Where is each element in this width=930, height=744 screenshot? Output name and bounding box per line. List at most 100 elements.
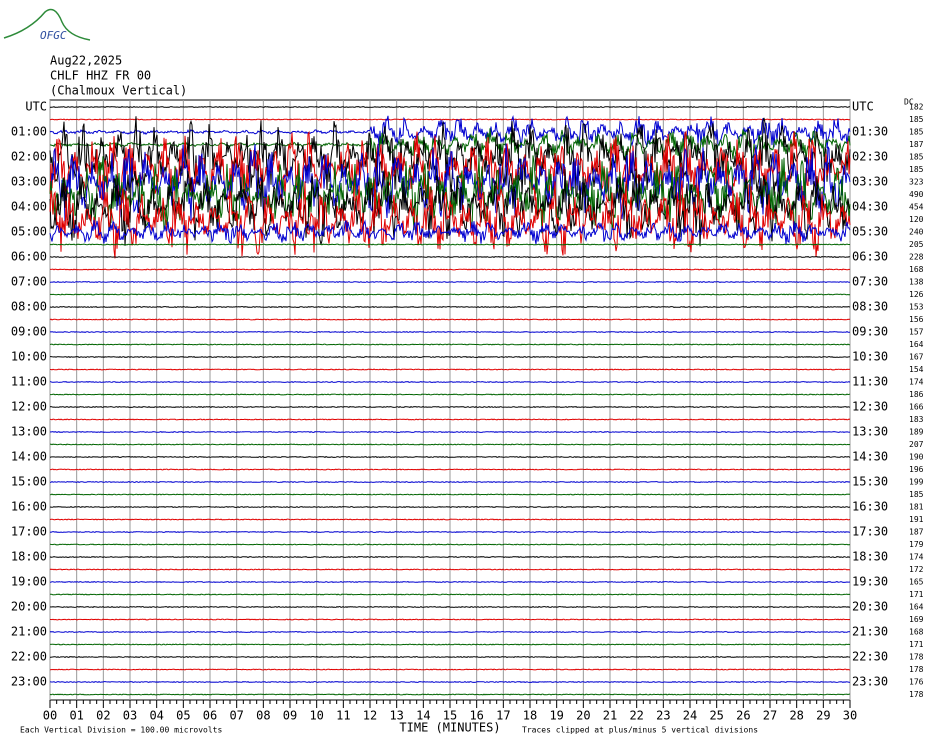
right-time-label: 04:30 (852, 200, 888, 214)
left-time-label: 13:00 (11, 425, 47, 439)
right-time-label: 10:30 (852, 350, 888, 364)
trace (49, 219, 851, 245)
dc-value: 185 (909, 165, 924, 174)
right-time-label: 22:30 (852, 650, 888, 664)
footer-right: Traces clipped at plus/minus 5 vertical … (522, 726, 758, 735)
right-time-label: 21:30 (852, 625, 888, 639)
trace (49, 130, 851, 211)
trace (50, 280, 850, 284)
x-tick-label: 06 (203, 709, 217, 723)
logo-text: OFGC (40, 29, 67, 42)
trace (49, 655, 851, 659)
trace (49, 680, 851, 684)
trace (49, 179, 851, 259)
trace (50, 268, 851, 271)
dc-value: 174 (909, 378, 924, 387)
footer-left: Each Vertical Division = 100.00 microvol… (20, 726, 222, 735)
right-time-label: 12:30 (852, 400, 888, 414)
dc-value: 196 (909, 465, 924, 474)
trace (49, 593, 851, 596)
left-time-label: 18:00 (11, 550, 47, 564)
dc-value: 164 (909, 603, 924, 612)
dc-value: 185 (909, 490, 924, 499)
left-time-label: 20:00 (11, 600, 47, 614)
dc-value: 178 (909, 653, 924, 662)
right-time-label: 01:30 (852, 125, 888, 139)
trace (50, 330, 850, 334)
logo: OFGC (3, 8, 91, 42)
dc-value: 490 (909, 190, 924, 199)
x-tick-label: 21 (603, 709, 617, 723)
left-time-label: 07:00 (11, 275, 47, 289)
right-time-label: 18:30 (852, 550, 888, 564)
x-tick-label: 24 (683, 709, 697, 723)
x-tick-label: 15 (443, 709, 457, 723)
x-tick-label: 01 (69, 709, 83, 723)
dc-value: 199 (909, 478, 924, 487)
trace (49, 318, 851, 321)
trace (49, 305, 851, 309)
right-time-label: 15:30 (852, 475, 888, 489)
trace (49, 115, 851, 149)
left-time-label: UTC (25, 100, 47, 114)
x-tick-label: 08 (256, 709, 270, 723)
trace (49, 668, 851, 671)
trace (49, 143, 851, 222)
left-time-label: 17:00 (11, 525, 47, 539)
dc-value: 171 (909, 640, 924, 649)
dc-value: 120 (909, 215, 924, 224)
trace (49, 443, 851, 446)
x-tick-label: 18 (523, 709, 537, 723)
trace (50, 618, 851, 621)
dc-value: 185 (909, 128, 924, 137)
trace (49, 293, 851, 296)
dc-value: 454 (909, 203, 924, 212)
dc-value: 172 (909, 565, 924, 574)
dc-value: 165 (909, 578, 924, 587)
dc-value: 166 (909, 403, 924, 412)
x-tick-label: 05 (176, 709, 190, 723)
trace (49, 430, 851, 434)
x-tick-label: 13 (389, 709, 403, 723)
dc-value: 157 (909, 328, 924, 337)
x-tick-label: 14 (416, 709, 430, 723)
x-tick-label: 03 (123, 709, 137, 723)
trace (49, 105, 851, 109)
trace (50, 368, 851, 371)
trace (49, 555, 851, 559)
left-time-label: 03:00 (11, 175, 47, 189)
dc-value: 181 (909, 503, 924, 512)
left-time-label: 22:00 (11, 650, 47, 664)
dc-value: 167 (909, 353, 924, 362)
left-time-label: 12:00 (11, 400, 47, 414)
x-tick-label: 07 (229, 709, 243, 723)
x-tick-label: 16 (469, 709, 483, 723)
trace (49, 493, 851, 496)
dc-value: 126 (909, 290, 924, 299)
dc-value: 156 (909, 315, 924, 324)
dc-value: 183 (909, 415, 924, 424)
trace (49, 693, 850, 696)
trace (49, 518, 851, 521)
logo-curve (3, 8, 91, 41)
trace (49, 405, 851, 409)
dc-value: 168 (909, 265, 924, 274)
right-time-label: 19:30 (852, 575, 888, 589)
x-tick-label: 23 (656, 709, 670, 723)
dc-value: 176 (909, 678, 924, 687)
x-tick-label: 20 (576, 709, 590, 723)
dc-value: 164 (909, 340, 924, 349)
trace (49, 128, 851, 161)
dc-value: 154 (909, 365, 924, 374)
right-time-label: 05:30 (852, 225, 888, 239)
x-tick-label: 26 (736, 709, 750, 723)
right-time-label: 13:30 (852, 425, 888, 439)
x-tick-label: 04 (149, 709, 163, 723)
right-time-label: 02:30 (852, 150, 888, 164)
right-time-label: 14:30 (852, 450, 888, 464)
right-time-label: 07:30 (852, 275, 888, 289)
dc-value: 205 (909, 240, 924, 249)
dc-value: 187 (909, 528, 924, 537)
x-tick-label: 00 (43, 709, 57, 723)
left-time-label: 06:00 (11, 250, 47, 264)
